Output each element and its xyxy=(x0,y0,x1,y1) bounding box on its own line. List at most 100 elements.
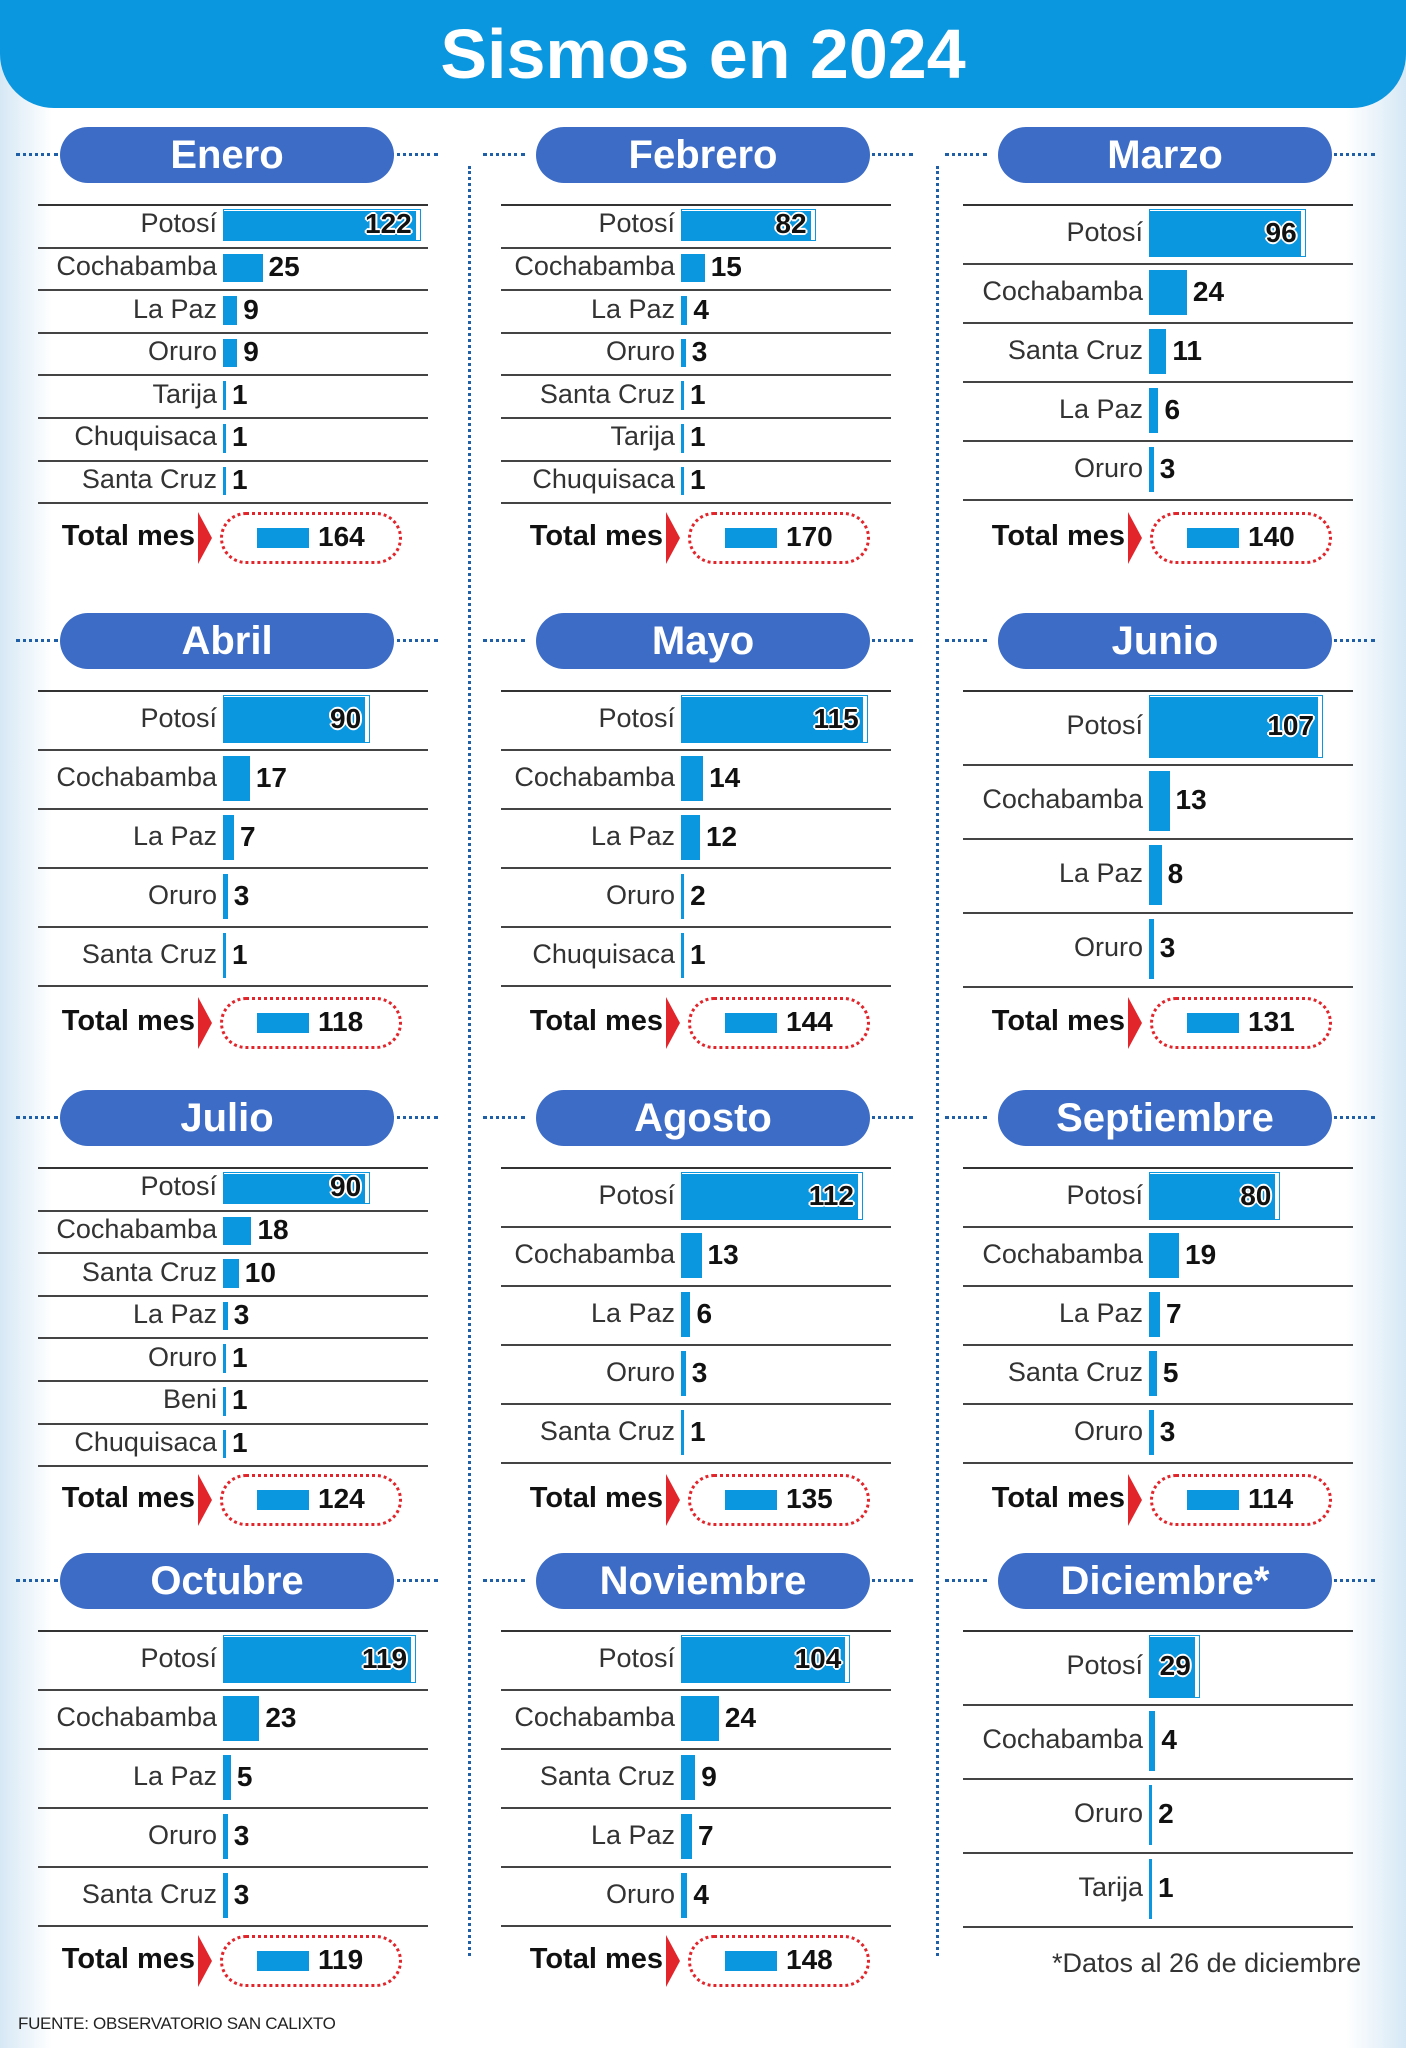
bar xyxy=(223,1259,239,1288)
bar-value-label: 1 xyxy=(232,1426,248,1458)
bar-value-label: 14 xyxy=(709,761,741,793)
month-panel-1: Enero Potosí 122 Cochabamba 25 La Paz 9 Oruro 9 T… xyxy=(0,0,440,2048)
total-bar xyxy=(257,1013,309,1033)
header-dots-right xyxy=(865,1579,913,1582)
row-separator xyxy=(963,1778,1353,1780)
bar xyxy=(223,1873,228,1918)
bar-value-label: 119 xyxy=(361,1642,408,1674)
total-box xyxy=(688,997,870,1049)
month-title-text: Abril xyxy=(181,619,273,663)
background-left-gradient xyxy=(0,0,52,2048)
row-separator xyxy=(38,1294,428,1297)
bar-value-label: 2 xyxy=(1158,1798,1174,1829)
bar xyxy=(223,466,226,496)
total-box xyxy=(220,512,402,564)
region-label: Santa Cruz xyxy=(1007,1356,1143,1387)
row-separator xyxy=(38,417,428,419)
bar xyxy=(1149,1410,1154,1455)
bar xyxy=(681,1174,858,1219)
row-separator xyxy=(963,440,1353,442)
row-separator xyxy=(501,926,891,928)
bar-value-label: 9 xyxy=(243,293,259,325)
table-top-line xyxy=(501,690,891,692)
bar xyxy=(1149,919,1154,979)
total-label: Total mes xyxy=(991,1482,1125,1514)
bar-value-label: 3 xyxy=(233,1878,250,1910)
month-panel-9: Septiembre Potosí 80 Cochabamba 19 La Paz 7 San… xyxy=(925,0,1375,2048)
table-top-line xyxy=(963,1167,1353,1169)
bar-value-label: 107 xyxy=(1267,710,1315,741)
total-value: 135 xyxy=(786,1483,833,1514)
table-top-line xyxy=(38,690,428,692)
bar-value-label: 13 xyxy=(707,1238,739,1270)
header-dots-left xyxy=(16,639,58,642)
total-label: Total mes xyxy=(991,520,1125,552)
month-panel-6: Junio Potosí 107 Cochabamba 13 La Paz 8 Oruro 3 T… xyxy=(925,0,1375,2048)
table-top-line xyxy=(38,204,428,206)
row-separator xyxy=(501,1285,891,1287)
bar-value-label: 15 xyxy=(710,250,742,282)
bar-value-label: 3 xyxy=(1159,932,1176,963)
row-separator xyxy=(963,838,1353,840)
bar-value-label: 90 xyxy=(330,702,362,734)
region-label: Santa Cruz xyxy=(539,1415,675,1446)
bar-value-label: 1 xyxy=(232,1384,248,1416)
row-separator xyxy=(38,1337,428,1340)
bar-value-label: 18 xyxy=(257,1213,289,1245)
bar-value-label: 7 xyxy=(1166,1297,1182,1329)
region-label: Chuquisaca xyxy=(532,463,675,494)
bar xyxy=(681,1814,693,1859)
region-label: Oruro xyxy=(605,879,675,910)
title-banner: Sismos en 2024 xyxy=(0,0,1406,108)
bar-value-label: 2 xyxy=(690,879,706,911)
row-separator xyxy=(38,749,428,751)
row-separator xyxy=(501,749,891,751)
month-title: Febrero xyxy=(536,127,870,183)
total-box xyxy=(1150,512,1332,564)
row-separator xyxy=(501,1226,891,1228)
header-dots-left xyxy=(483,153,525,156)
region-label: Santa Cruz xyxy=(81,463,217,494)
row-separator xyxy=(501,808,891,810)
month-panel-2: Febrero Potosí 82 Cochabamba 15 La Paz 4 Oruro 3… xyxy=(463,0,913,2048)
bar-value-label: 17 xyxy=(255,761,288,793)
row-separator xyxy=(501,867,891,869)
row-separator xyxy=(38,1380,428,1382)
row-separator xyxy=(963,1462,1353,1464)
bar-frame xyxy=(681,695,868,743)
region-label: Potosí xyxy=(1066,1179,1143,1210)
total-box xyxy=(1150,1474,1332,1526)
row-separator xyxy=(38,808,428,810)
background-right-gradient xyxy=(1346,0,1406,2048)
bar-value-label: 90 xyxy=(330,1171,362,1203)
total-bar xyxy=(257,1490,309,1510)
month-panel-11: Noviembre Potosí 104 Cochabamba 24 Santa Cruz… xyxy=(463,0,913,2048)
row-separator xyxy=(501,289,891,292)
table-top-line xyxy=(501,1630,891,1632)
row-separator xyxy=(963,912,1353,914)
bar xyxy=(1149,697,1319,757)
row-separator xyxy=(38,502,428,505)
row-separator xyxy=(38,1252,428,1255)
header-dots-right xyxy=(1327,1116,1375,1119)
bar-value-label: 4 xyxy=(693,1878,709,1910)
header-dots-right xyxy=(865,153,913,156)
bar-value-label: 1 xyxy=(690,463,706,495)
row-separator xyxy=(38,1866,428,1868)
bar-value-label: 3 xyxy=(691,336,708,368)
bar-value-label: 82 xyxy=(775,208,807,240)
bar-frame xyxy=(223,1635,417,1683)
bar-value-label: 1 xyxy=(232,421,248,453)
row-separator xyxy=(38,331,428,334)
region-label: Oruro xyxy=(605,336,675,367)
region-label: Santa Cruz xyxy=(81,1256,217,1287)
total-value: 131 xyxy=(1248,1006,1295,1037)
header-dots-left xyxy=(16,1116,58,1119)
region-label: La Paz xyxy=(132,293,217,324)
bar-value-label: 3 xyxy=(1159,1415,1176,1447)
table-top-line xyxy=(38,1167,428,1169)
region-label: La Paz xyxy=(132,820,217,851)
row-separator xyxy=(963,1344,1353,1346)
bar-value-label: 5 xyxy=(236,1760,253,1792)
month-title: Octubre xyxy=(60,1553,394,1609)
